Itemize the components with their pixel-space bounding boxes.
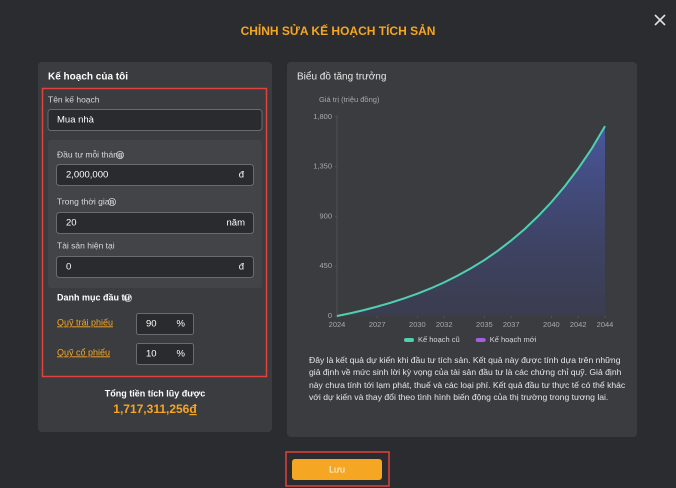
input-unit: % [177,349,186,360]
modal-title: CHỈNH SỬA KẾ HOẠCH TÍCH SẢN [241,23,436,38]
save-label: Lưu [329,464,345,474]
fund-link[interactable]: Quỹ trái phiếu [57,317,113,327]
input-unit: % [177,319,186,330]
chart-panel [287,62,637,437]
number-input[interactable] [56,212,254,234]
field-label: Đầu tư mỗi tháng [57,149,123,159]
description: Đây là kết quả dự kiến khi đầu tư tích s… [309,355,626,403]
x-tick-label: 2030 [409,320,426,329]
line [336,125,606,317]
number-input[interactable] [56,164,254,186]
x-tick-label: 2035 [476,320,493,329]
x-tick-label: 2042 [570,320,587,329]
field-label: Trong thời gian [57,196,115,206]
input-value: 2,000,000 [66,170,108,181]
highlight-box [285,451,390,487]
legend-swatch [475,338,486,342]
info-icon[interactable] [124,293,133,302]
x-tick-label: 2037 [503,320,520,329]
input-value: 20 [66,218,77,229]
x-tick-label: 2032 [436,320,453,329]
description-box: Đây là kết quả dự kiến khi đầu tư tích s… [309,355,626,403]
y-tick-label: 0 [328,311,332,320]
total-value: 1,717,311,256 [113,402,189,416]
text-input[interactable] [47,109,263,131]
legend-label: Kế hoạch cũ [418,335,460,344]
field-label: Tài sản hiện tại [57,240,115,250]
input-value: 90 [146,319,157,330]
x-tick-label: 2027 [369,320,386,329]
input-unit: đ [239,170,245,181]
percent-input[interactable] [136,313,194,335]
y-axis-label: Giá trị (triệu đồng) [319,95,380,104]
y-tick-label: 1,800 [313,112,332,121]
percent-input[interactable] [136,343,194,365]
y-tick-label: 450 [319,261,332,270]
input-value: Mua nhà [57,115,95,126]
y-tick-label: 1,350 [313,162,332,171]
chart-title: Biểu đồ tăng trưởng [297,71,386,83]
total-label: Tổng tiền tích lũy được [105,388,205,398]
input-unit: đ [239,262,245,273]
fund-link[interactable]: Quỹ cổ phiếu [57,347,110,357]
y-tick-label: 900 [319,211,332,220]
input-value: 10 [146,349,157,360]
legend-label: Kế hoạch mới [490,335,537,344]
x-tick-label: 2040 [543,320,560,329]
x-tick-label: 2024 [329,320,346,329]
save-button[interactable] [292,459,382,480]
total-currency: đ [189,402,197,416]
input-value: 0 [66,262,71,273]
number-input[interactable] [56,256,254,278]
highlight-box [41,87,268,378]
field-label: Tên kế hoạch [48,94,100,104]
portfolio-label: Danh mục đầu tư [57,292,132,302]
plan-heading: Kế hoạch của tôi [48,71,128,83]
input-unit: năm [227,218,246,229]
area [337,126,605,316]
legend-swatch [404,338,414,342]
info-icon[interactable] [116,150,125,159]
plot: 0 450 900 1,350 1,800 2024 2027 2030 2032 2035 203… [313,112,613,344]
x-tick-label: 2044 [597,320,614,329]
close-button[interactable] [654,14,666,26]
info-icon[interactable] [108,197,117,206]
total-amount: 1,717,311,256đ [113,402,197,416]
